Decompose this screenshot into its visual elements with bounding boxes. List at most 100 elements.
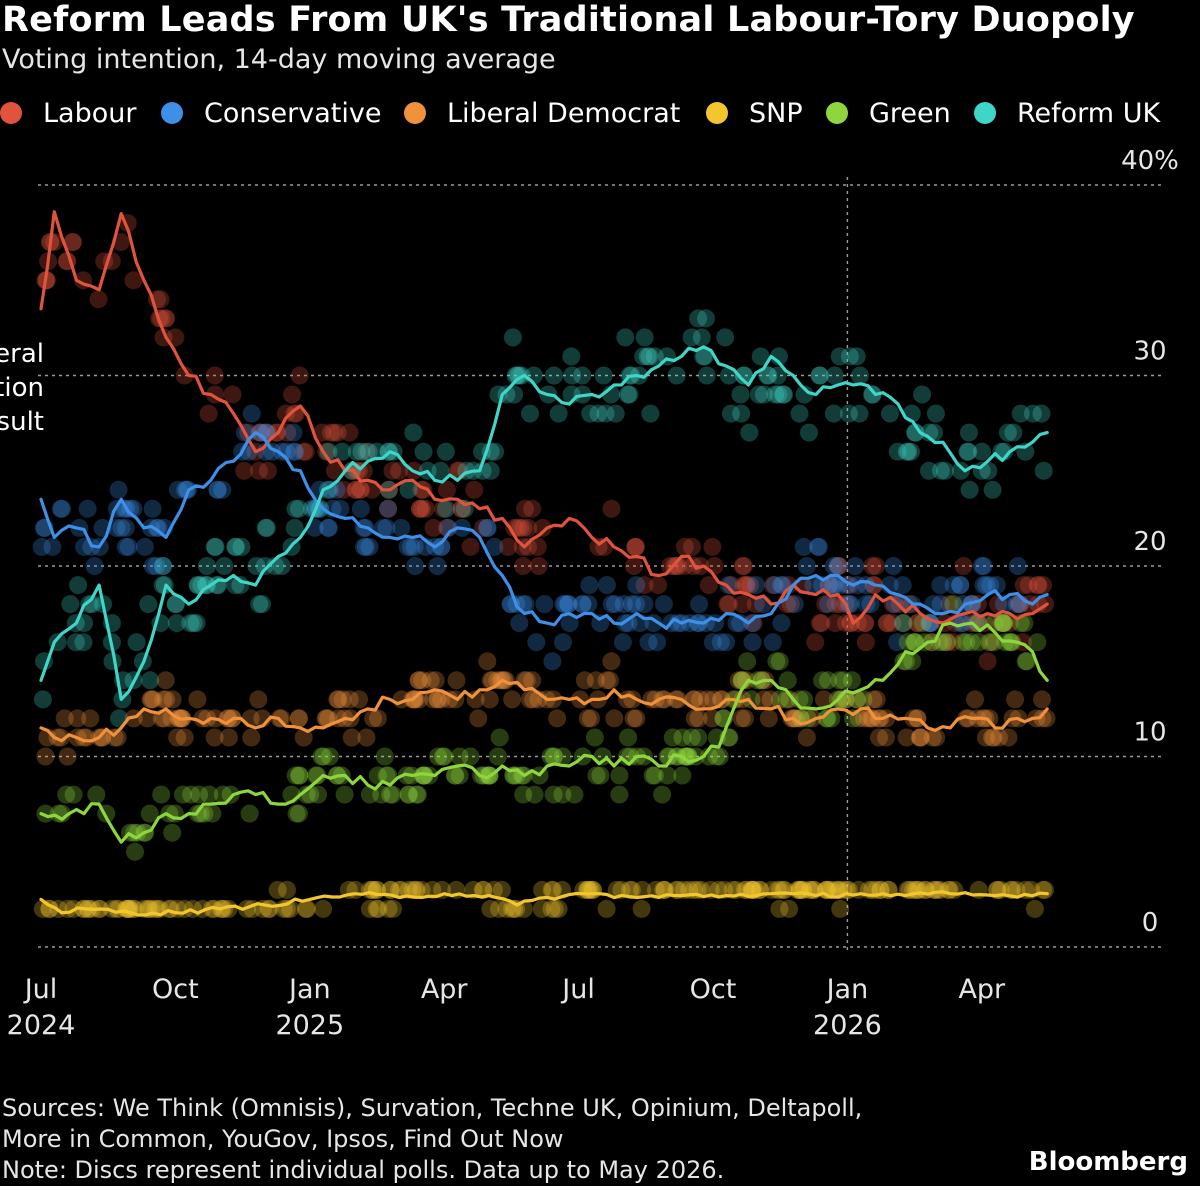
poll-disc — [289, 709, 308, 728]
poll-disc — [1006, 690, 1025, 709]
poll-disc — [719, 576, 738, 595]
poll-disc — [478, 518, 497, 537]
poll-disc — [313, 423, 332, 442]
poll-disc — [235, 461, 254, 480]
poll-disc — [1004, 423, 1023, 442]
poll-disc — [529, 557, 548, 575]
poll-disc — [247, 557, 266, 575]
poll-disc — [562, 347, 581, 366]
poll-disc — [910, 728, 929, 747]
poll-disc — [937, 633, 956, 652]
poll-disc — [645, 766, 664, 785]
poll-disc — [759, 709, 778, 728]
poll-disc — [519, 518, 538, 537]
poll-disc — [627, 709, 646, 728]
poll-disc — [851, 366, 869, 385]
poll-disc — [163, 690, 182, 709]
legend-item-labour: Labour — [0, 95, 136, 131]
poll-disc — [533, 880, 552, 899]
poll-disc — [1007, 595, 1026, 614]
poll-disc — [854, 690, 873, 709]
poll-disc — [413, 499, 431, 518]
poll-disc — [913, 385, 932, 404]
poll-disc — [51, 728, 70, 747]
poll-disc — [283, 385, 302, 404]
poll-disc — [377, 518, 396, 537]
y-tick-label: 10 — [1133, 718, 1166, 748]
poll-disc — [355, 537, 373, 556]
poll-disc — [57, 785, 76, 804]
poll-disc — [525, 785, 544, 804]
poll-disc — [533, 518, 552, 537]
poll-disc — [904, 633, 923, 652]
poll-disc — [780, 690, 799, 709]
poll-disc — [713, 690, 731, 709]
poll-disc — [112, 518, 131, 537]
poll-disc — [191, 804, 210, 823]
poll-disc — [461, 747, 480, 766]
poll-disc — [883, 614, 902, 633]
poll-disc — [149, 518, 168, 537]
poll-disc — [573, 595, 592, 614]
x-tick-label: Apr — [421, 974, 469, 1005]
poll-disc — [360, 899, 379, 918]
poll-disc — [439, 518, 458, 537]
poll-disc — [310, 480, 329, 499]
poll-disc — [735, 366, 754, 385]
poll-disc — [139, 595, 158, 614]
poll-disc — [219, 728, 238, 747]
poll-disc — [49, 804, 68, 823]
series-line-reform-uk — [39, 345, 1049, 701]
poll-disc — [575, 671, 594, 690]
poll-disc — [545, 747, 564, 766]
poll-disc — [510, 614, 529, 633]
poll-disc — [995, 614, 1014, 633]
poll-disc — [85, 557, 104, 575]
poll-disc — [830, 347, 849, 366]
poll-disc — [532, 899, 551, 918]
legend-label: Reform UK — [1017, 97, 1161, 129]
poll-disc — [51, 499, 70, 518]
poll-disc — [830, 671, 849, 690]
poll-disc — [736, 709, 754, 728]
poll-disc — [514, 518, 533, 537]
poll-disc — [516, 499, 534, 518]
poll-disc — [972, 442, 991, 461]
poll-disc — [203, 804, 222, 823]
poll-disc — [823, 576, 842, 595]
poll-disc — [775, 385, 793, 404]
poll-disc — [966, 614, 985, 633]
poll-disc — [1025, 899, 1044, 918]
poll-disc — [998, 423, 1017, 442]
poll-disc — [119, 537, 138, 556]
poll-disc — [319, 442, 338, 461]
poll-disc — [994, 614, 1013, 633]
poll-disc — [689, 709, 708, 728]
poll-disc — [410, 499, 429, 518]
poll-disc — [824, 557, 843, 575]
poll-disc — [432, 537, 451, 556]
poll-disc — [847, 690, 866, 709]
poll-disc — [960, 480, 979, 499]
poll-disc — [974, 557, 993, 575]
poll-disc — [741, 576, 760, 595]
poll-disc — [648, 633, 667, 652]
poll-disc — [253, 595, 271, 614]
poll-disc — [446, 766, 465, 785]
poll-disc — [893, 576, 912, 595]
poll-disc — [450, 766, 469, 785]
poll-disc — [423, 880, 442, 899]
poll-disc — [987, 576, 1006, 595]
poll-disc — [249, 690, 268, 709]
poll-disc — [298, 899, 316, 918]
poll-disc — [618, 385, 637, 404]
poll-disc — [431, 461, 450, 480]
poll-disc — [187, 614, 206, 633]
poll-disc — [911, 728, 930, 747]
poll-disc — [157, 690, 175, 709]
poll-disc — [738, 652, 757, 671]
chart-title: Reform Leads From UK's Traditional Labou… — [2, 0, 1135, 40]
poll-disc — [653, 785, 672, 804]
poll-disc — [587, 766, 606, 785]
poll-disc — [660, 747, 678, 766]
